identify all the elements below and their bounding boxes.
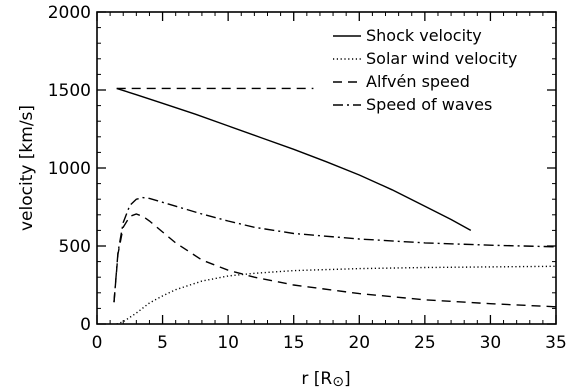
- legend-label: Shock velocity: [366, 26, 482, 45]
- y-tick-label: 1000: [48, 159, 91, 179]
- legend-label: Solar wind velocity: [366, 49, 517, 68]
- x-tick-label: 30: [480, 333, 502, 353]
- y-tick-label: 2000: [48, 3, 91, 23]
- sun-symbol: ⊙: [332, 374, 344, 390]
- x-tick-label: 0: [92, 333, 103, 353]
- x-tick-label: 15: [283, 333, 305, 353]
- x-tick-label: 25: [414, 333, 436, 353]
- x-axis-label-text: r [R: [301, 369, 332, 389]
- y-tick-label: 500: [59, 237, 91, 257]
- series-layer: [113, 87, 557, 325]
- x-axis-label: r [R⊙]: [301, 369, 350, 390]
- x-tick-label: 10: [217, 333, 239, 353]
- legend-label: Speed of waves: [366, 95, 492, 114]
- series-line-solar-wind-velocity: [116, 265, 557, 325]
- x-tick-label: 20: [348, 333, 370, 353]
- y-tick-label: 1500: [48, 81, 91, 101]
- x-tick-label: 5: [157, 333, 168, 353]
- x-axis-label-suffix: ]: [344, 369, 351, 389]
- y-axis-label: velocity [km/s]: [17, 105, 37, 231]
- y-tick-label: 0: [80, 315, 91, 335]
- legend-label: Alfvén speed: [366, 72, 470, 91]
- series-line-shock-velocity: [116, 87, 472, 232]
- legend: Shock velocity Solar wind velocity Alfvén …: [333, 26, 517, 114]
- series-line-speed-of-waves: [113, 196, 557, 303]
- ticks-layer: 0 5 10 15 20 25 30 35 0 500 1000 1500 2000: [48, 3, 567, 353]
- x-tick-label: 35: [545, 333, 567, 353]
- plot-frame: [96, 11, 557, 325]
